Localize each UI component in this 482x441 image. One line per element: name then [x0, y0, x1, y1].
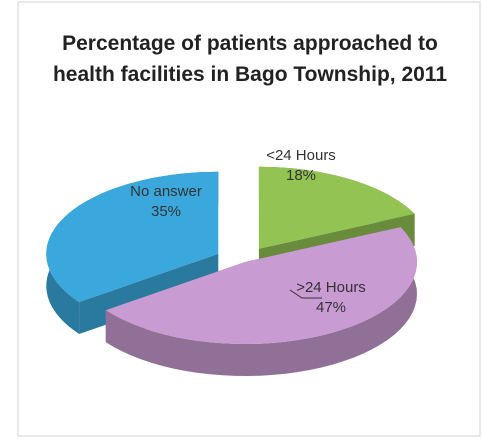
slice	[46, 171, 219, 302]
value-label: 47%	[315, 299, 347, 316]
data-label: >24 Hours 47%	[295, 278, 367, 318]
frame	[17, 1, 481, 437]
chart-title: Percentage of patients approached to hea…	[52, 32, 448, 86]
category-label: No answer	[130, 183, 202, 200]
slice	[258, 166, 415, 249]
data-label: <24 Hours 18%	[265, 146, 337, 186]
category-label: >24 Hours	[296, 279, 366, 296]
value-label: 35%	[150, 203, 182, 220]
slice-side	[105, 227, 418, 376]
category-label: <24 Hours	[266, 147, 336, 164]
leader-line	[289, 289, 322, 299]
value-label: 18%	[285, 167, 317, 184]
pie	[46, 166, 418, 376]
slice	[105, 227, 418, 344]
data-label: No answer 35%	[130, 182, 202, 222]
